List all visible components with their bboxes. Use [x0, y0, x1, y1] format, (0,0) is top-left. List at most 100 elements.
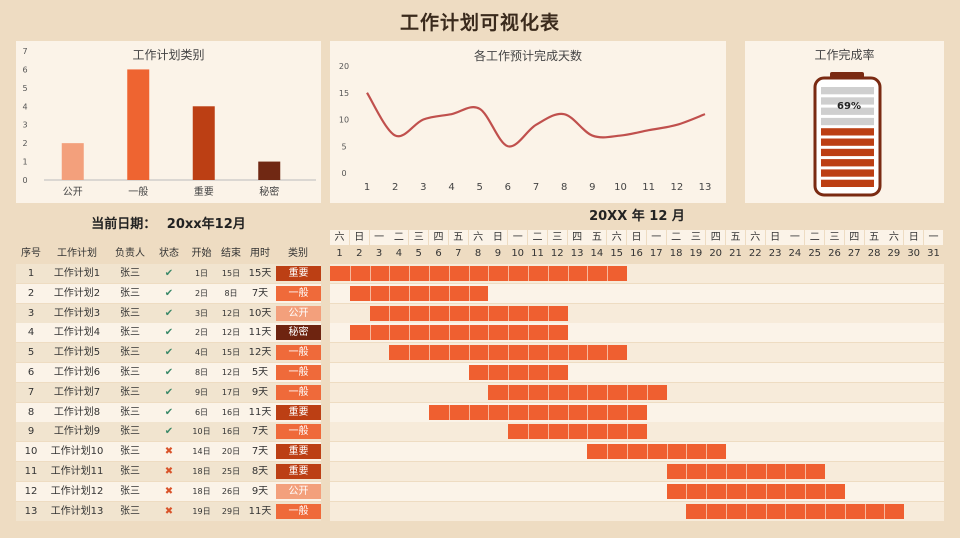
row-end: 20日: [221, 447, 241, 457]
day-separator: [527, 345, 529, 361]
row-start: 1日: [194, 269, 209, 278]
gantt-title: 20XX 年 12 月: [330, 206, 944, 230]
day-separator: [468, 345, 470, 361]
table-row[interactable]: 10 工作计划10 张三 ✖ 14日 20日 7天 重要: [16, 442, 321, 462]
battery-segment-filled: [821, 179, 874, 187]
header-status: 状态: [159, 248, 179, 259]
table-row[interactable]: 11 工作计划11 张三 ✖ 18日 25日 8天 重要: [16, 462, 321, 481]
gantt-task-bar[interactable]: [686, 503, 905, 519]
day-separator: [607, 266, 609, 281]
table-row[interactable]: 6 工作计划6 张三 ✔ 8日 12日 5天 一般: [16, 363, 321, 382]
gantt-task-bar[interactable]: [389, 345, 627, 361]
gantt-row: [330, 363, 944, 382]
weekday-label: 二: [389, 230, 409, 245]
row-days: 12天: [248, 347, 272, 359]
row-owner: 张三: [120, 367, 140, 378]
bar-重要: [192, 106, 215, 180]
table-row[interactable]: 5 工作计划5 张三 ✔ 4日 15日 12天 一般: [16, 343, 321, 363]
day-number: 16: [627, 246, 646, 261]
day-separator: [389, 305, 391, 321]
gantt-task-bar[interactable]: [349, 285, 489, 301]
gantt-task-bar[interactable]: [349, 325, 568, 341]
table-row[interactable]: 2 工作计划2 张三 ✔ 2日 8日 7天 一般: [16, 283, 321, 303]
day-separator: [547, 325, 549, 341]
x-tick-label: 2: [392, 182, 398, 193]
gantt-task-bar[interactable]: [468, 365, 568, 380]
weekday-label: 一: [924, 230, 943, 245]
weekday-label: 一: [785, 230, 805, 245]
table-row[interactable]: 4 工作计划4 张三 ✔ 2日 12日 11天 秘密: [16, 323, 321, 343]
day-separator: [824, 503, 826, 519]
header-days: 用时: [250, 248, 270, 259]
battery-segment-empty: [821, 87, 874, 95]
row-no: 1: [27, 268, 35, 279]
y-tick-label: 0: [341, 169, 346, 178]
day-separator: [626, 384, 628, 400]
gantt-task-bar[interactable]: [488, 384, 667, 400]
row-status-icon: ✖: [164, 466, 174, 477]
gantt-task-bar[interactable]: [369, 305, 568, 321]
day-separator: [409, 325, 411, 341]
battery-body: [813, 76, 882, 197]
day-number: 1: [330, 246, 349, 261]
day-separator: [607, 384, 609, 400]
day-separator: [567, 404, 569, 420]
row-plan-name: 工作计划7: [53, 386, 101, 398]
day-number: 3: [369, 246, 389, 261]
table-row[interactable]: 8 工作计划8 张三 ✔ 6日 16日 11天 重要: [16, 402, 321, 422]
day-separator: [884, 503, 886, 519]
table-row[interactable]: 7 工作计划7 张三 ✔ 9日 17日 9天 一般: [16, 382, 321, 402]
gantt-task-bar[interactable]: [666, 464, 825, 479]
gantt-task-bar[interactable]: [587, 444, 726, 460]
gantt-row: [330, 343, 944, 363]
day-separator: [508, 345, 510, 361]
row-days: 5天: [251, 367, 269, 378]
row-start: 18日: [192, 486, 211, 496]
row-days: 9天: [251, 386, 269, 398]
table-row[interactable]: 3 工作计划3 张三 ✔ 3日 12日 10天 公开: [16, 303, 321, 323]
day-separator: [745, 483, 747, 499]
day-number: 29: [884, 246, 904, 261]
row-days: 11天: [248, 505, 272, 517]
day-number: 4: [389, 246, 409, 261]
gantt-task-bar[interactable]: [508, 424, 647, 440]
day-separator: [527, 384, 529, 400]
y-tick-label: 7: [22, 47, 27, 56]
day-separator: [448, 266, 450, 281]
day-separator: [567, 345, 569, 361]
day-separator: [725, 464, 727, 479]
table-row[interactable]: 12 工作计划12 张三 ✖ 18日 26日 9天 公开: [16, 481, 321, 501]
header-owner: 负责人: [115, 248, 145, 259]
row-end: 15日: [221, 348, 241, 358]
day-number: 15: [607, 246, 627, 261]
day-number: 26: [825, 246, 844, 261]
bar-秘密: [258, 161, 281, 180]
gantt-task-bar[interactable]: [429, 404, 647, 420]
weekday-label: 二: [805, 230, 825, 245]
gantt-row: [330, 462, 944, 481]
row-status-icon: ✔: [164, 287, 174, 299]
day-separator: [607, 424, 609, 440]
day-separator: [389, 285, 391, 301]
day-separator: [666, 444, 668, 460]
row-plan-name: 工作计划12: [50, 485, 104, 497]
weekday-label: 三: [825, 230, 844, 245]
row-no: 9: [27, 426, 35, 438]
gantt-row: [330, 442, 944, 462]
gantt-task-bar[interactable]: [330, 266, 627, 281]
day-separator: [686, 444, 688, 460]
gantt-task-bar[interactable]: [666, 483, 845, 499]
table-row[interactable]: 1 工作计划1 张三 ✔ 1日 15日 15天 重要: [16, 264, 321, 283]
row-start: 18日: [192, 467, 211, 476]
day-separator: [508, 404, 510, 420]
table-row[interactable]: 13 工作计划13 张三 ✖ 19日 29日 11天 一般: [16, 501, 321, 521]
day-separator: [428, 345, 430, 361]
row-category-badge: 重要: [276, 404, 321, 420]
weekday-label: 三: [686, 230, 706, 245]
row-plan-name: 工作计划4: [53, 327, 101, 339]
day-separator: [429, 266, 430, 281]
gantt-row: [330, 481, 944, 501]
day-separator: [745, 464, 747, 479]
row-status-icon: ✖: [164, 505, 174, 517]
table-row[interactable]: 9 工作计划9 张三 ✔ 10日 16日 7天 一般: [16, 422, 321, 442]
